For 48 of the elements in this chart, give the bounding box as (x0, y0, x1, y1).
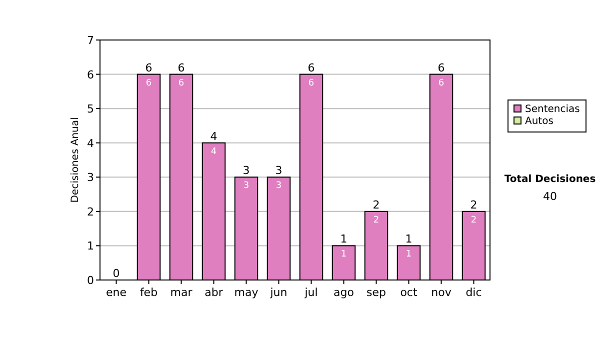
data-label: 1 (406, 250, 412, 260)
x-tick-label: ene (106, 286, 127, 299)
total-label: 2 (470, 198, 478, 212)
x-tick-label: may (234, 286, 259, 299)
total-label: 1 (340, 232, 348, 246)
x-tick-label: abr (204, 286, 224, 299)
data-label: 6 (178, 78, 184, 88)
text: Total Decisiones (504, 174, 596, 185)
total-label: 2 (372, 198, 380, 212)
y-tick-label: 1 (87, 240, 94, 253)
data-label: 6 (438, 78, 444, 88)
x-tick-label: nov (431, 286, 452, 299)
y-tick-label: 5 (87, 102, 94, 116)
total-label: 0 (112, 267, 120, 280)
data-label: 3 (276, 181, 282, 192)
data-label: 6 (146, 78, 152, 88)
total-label: 3 (275, 164, 282, 178)
data-label: 2 (470, 215, 477, 226)
x-tick-label: mar (170, 286, 193, 299)
data-label: 6 (308, 78, 314, 88)
x-tick-label: jun (269, 286, 288, 299)
y-axis-title: Decisiones Anual (70, 117, 81, 203)
data-label: 2 (373, 215, 380, 226)
x-tick-label: ago (334, 286, 354, 299)
y-tick-label: 4 (87, 136, 94, 150)
total-label: 6 (308, 61, 315, 74)
y-tick-label: 2 (87, 205, 94, 218)
x-tick-label: jul (304, 286, 318, 299)
text: 40 (543, 190, 557, 203)
data-label: 3 (243, 181, 250, 192)
y-tick-label: 0 (87, 274, 94, 287)
y-tick-label: 3 (87, 171, 94, 184)
total-label: 1 (405, 232, 412, 246)
y-tick-label: 6 (87, 68, 94, 82)
total-label: 6 (145, 61, 152, 74)
total-label: 3 (242, 164, 250, 178)
x-tick-label: sep (366, 286, 386, 299)
x-tick-label: feb (140, 286, 158, 299)
legend-label: Autos (525, 116, 554, 127)
total-label: 4 (210, 130, 218, 143)
total-label: 6 (178, 61, 185, 74)
x-tick-label: dic (466, 286, 482, 299)
x-tick-label: oct (400, 286, 418, 299)
total-label: 6 (438, 61, 445, 74)
legend-label: Sentencias (525, 104, 580, 115)
data-label: 1 (340, 250, 347, 260)
y-tick-label: 7 (87, 34, 94, 47)
data-label: 4 (210, 146, 217, 157)
